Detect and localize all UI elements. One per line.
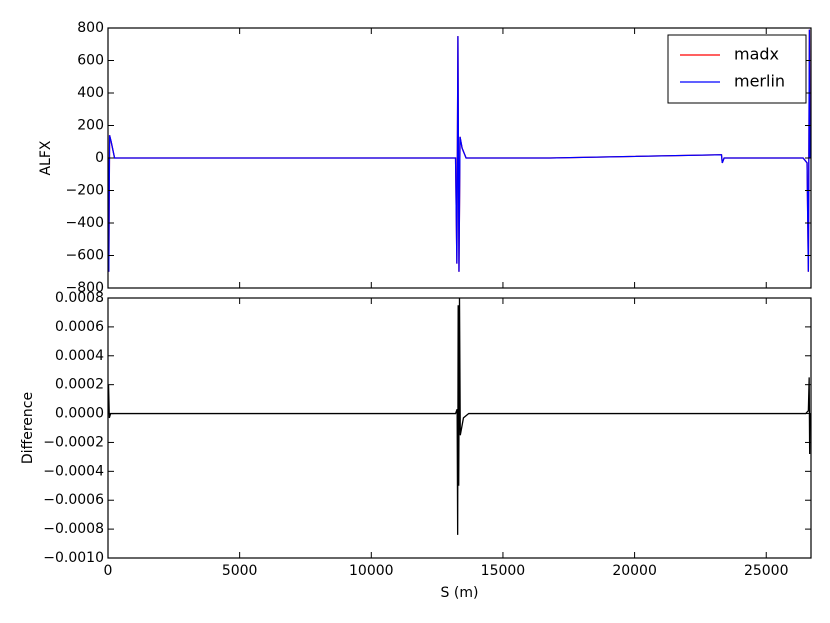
- x-tick-label: 5000: [222, 563, 258, 579]
- x-tick-label: 20000: [612, 563, 657, 579]
- y-tick-label: 0.0000: [55, 406, 104, 422]
- y-tick-label: −400: [66, 215, 104, 231]
- y-tick-label: −0.0004: [43, 463, 104, 479]
- y-tick-label: 200: [77, 118, 104, 134]
- data-line: [108, 298, 811, 535]
- y-tick-label: 400: [77, 85, 104, 101]
- y-tick-label: −800: [66, 280, 104, 296]
- y-axis-label: Difference: [20, 392, 36, 464]
- y-tick-label: −0.0006: [43, 492, 104, 508]
- data-line: [108, 29, 811, 272]
- y-tick-label: 0.0004: [55, 348, 104, 364]
- y-axis-label: ALFX: [38, 140, 54, 175]
- x-axis-label: S (m): [441, 585, 479, 601]
- y-tick-label: −0.0010: [43, 550, 104, 566]
- y-tick-label: 0: [95, 150, 104, 166]
- y-tick-label: 600: [77, 53, 104, 69]
- y-tick-label: 0.0002: [55, 377, 104, 393]
- legend-box: [667, 34, 807, 104]
- y-tick-label: 800: [77, 20, 104, 36]
- y-tick-label: 0.0008: [55, 290, 104, 306]
- y-tick-label: −0.0008: [43, 521, 104, 537]
- x-tick-label: 25000: [744, 563, 789, 579]
- y-tick-label: −200: [66, 183, 104, 199]
- plot-frame: [107, 297, 812, 559]
- legend-label: madx: [734, 45, 779, 64]
- x-tick-label: 10000: [349, 563, 394, 579]
- y-tick-label: −600: [66, 248, 104, 264]
- y-tick-label: −0.0002: [43, 434, 104, 450]
- y-tick-label: 0.0006: [55, 319, 104, 335]
- x-tick-label: 0: [104, 563, 113, 579]
- x-tick-label: 15000: [481, 563, 526, 579]
- legend-label: merlin: [734, 72, 785, 91]
